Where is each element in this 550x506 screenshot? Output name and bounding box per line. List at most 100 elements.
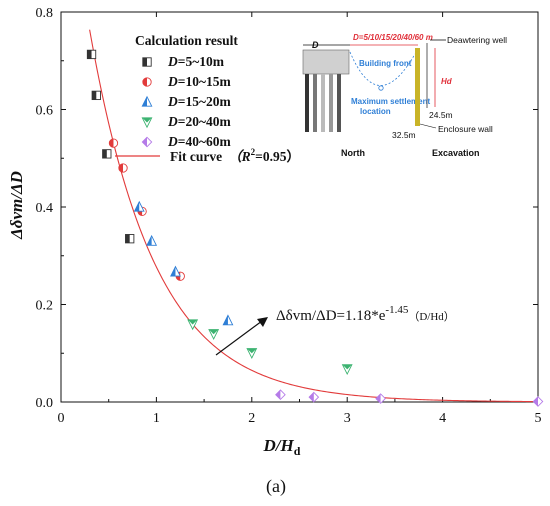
marker-fill — [533, 396, 538, 407]
y-tick-label: 0.6 — [36, 104, 54, 119]
marker-fill — [342, 364, 352, 370]
marker-fill — [142, 57, 147, 67]
legend-title: Calculation result — [135, 33, 238, 48]
inset-pile-5 — [337, 74, 341, 132]
legend-marker — [141, 117, 153, 129]
equation-arrow-head — [257, 317, 268, 327]
legend-fit-label: Fit curve （R2=0.95） — [170, 147, 300, 164]
marker-fill — [142, 96, 147, 107]
inset-distance-label: D=5/10/15/20/40/60 m — [353, 33, 433, 42]
x-tick-labels: 0 1 2 3 4 5 — [58, 411, 542, 426]
data-point — [532, 396, 544, 407]
fit-curve-line — [89, 29, 539, 403]
marker-fill — [142, 117, 152, 123]
inset-pile-1 — [305, 74, 309, 132]
inset-enclosure-wall — [415, 48, 420, 126]
inset-north-label: North — [341, 148, 365, 158]
data-point — [308, 391, 320, 403]
inset-dewatering-label: Deawtering well — [447, 35, 507, 45]
marker-fill — [142, 137, 147, 147]
legend-label: D=40~60m — [167, 134, 231, 149]
legend-marker — [141, 95, 153, 107]
inset-max-settlement-marker — [378, 85, 384, 91]
legend-label: D=15~20m — [167, 94, 231, 109]
legend-marker — [142, 77, 152, 87]
marker-fill — [92, 91, 97, 100]
marker-fill — [223, 315, 228, 325]
marker-fill — [170, 266, 176, 277]
legend-entries: D=5~10m D=10~15m D=15~20m D=20~40m D=40~60m — [141, 54, 231, 149]
inset-settlement-trough — [349, 51, 416, 86]
marker-fill — [275, 389, 281, 400]
y-axis-title: Δδvm/ΔD — [7, 171, 26, 240]
data-point — [375, 393, 386, 404]
x-axis-title: D/Hd — [263, 436, 301, 458]
data-point — [275, 389, 286, 401]
y-tick-label: 0.4 — [36, 201, 54, 216]
x-tick-label: 0 — [58, 411, 65, 426]
data-point — [341, 364, 353, 376]
inset-pile-2 — [313, 74, 317, 132]
inset-hd-label: Hd — [441, 77, 453, 86]
legend-label: D=20~40m — [167, 114, 231, 129]
data-point — [222, 314, 234, 326]
marker-fill — [87, 50, 92, 59]
legend: Calculation result D=5~10m D=10~15m D=15~2… — [115, 33, 300, 164]
x-tick-label: 2 — [248, 411, 255, 426]
inset-max-settlement-label-2: location — [360, 107, 391, 116]
inset-schematic: D D=5/10/15/20/40/60 m Deawtering well B… — [302, 33, 507, 158]
marker-fill — [118, 163, 124, 173]
x-tick-label: 5 — [535, 411, 542, 426]
inset-depth-32-label: 32.5m — [392, 130, 416, 140]
equation-arrow-line — [215, 320, 263, 356]
figure-sublabel: (a) — [266, 476, 286, 497]
data-point — [187, 319, 199, 331]
legend-r2-superscript: 2 — [251, 147, 256, 157]
inset-pile-3 — [321, 74, 325, 132]
data-point — [125, 234, 135, 244]
inset-depth-24-label: 24.5m — [429, 110, 453, 120]
x-tick-label: 3 — [344, 411, 351, 426]
data-point — [108, 138, 119, 148]
x-axis-title-subscript: d — [294, 444, 301, 458]
marker-fill — [146, 235, 152, 246]
data-point — [102, 149, 112, 159]
data-point — [133, 200, 145, 212]
data-point — [86, 49, 97, 60]
inset-enclosure-pointer — [419, 123, 437, 129]
data-point — [170, 265, 181, 277]
marker-fill — [247, 348, 257, 354]
marker-fill — [109, 138, 114, 148]
inset-enclosure-wall-label: Enclosure wall — [438, 124, 493, 134]
y-tick-labels: 0.0 0.2 0.4 0.6 0.8 — [36, 6, 54, 411]
fit-equation-tail: （D/Hd） — [408, 310, 454, 323]
fit-equation: Δδvm/ΔD=1.18*e-1.45（D/Hd） — [276, 304, 455, 324]
marker-fill — [125, 234, 130, 243]
marker-fill — [134, 201, 140, 212]
data-point — [91, 90, 101, 101]
legend-label: D=5~10m — [167, 54, 225, 69]
y-tick-label: 0.0 — [36, 396, 54, 411]
marker-fill — [375, 393, 381, 404]
data-point — [118, 163, 128, 173]
marker-fill — [187, 319, 198, 325]
legend-marker — [141, 136, 153, 148]
x-tick-label: 4 — [439, 411, 446, 426]
marker-fill — [142, 77, 147, 87]
data-point — [208, 329, 220, 340]
axis-ticks — [60, 11, 539, 403]
x-tick-label: 1 — [153, 411, 160, 426]
marker-fill — [309, 392, 314, 402]
marker-fill — [102, 149, 107, 159]
marker-fill — [208, 329, 219, 335]
inset-max-settlement-label: Maximum settlement — [351, 97, 430, 106]
legend-label: D=10~15m — [167, 74, 231, 89]
inset-excavation-label: Excavation — [432, 148, 480, 158]
scatter-points — [86, 49, 544, 407]
data-point — [246, 348, 258, 359]
inset-building-front-label: Building front — [359, 59, 412, 68]
legend-marker — [142, 57, 152, 67]
inset-pile-4 — [329, 74, 333, 132]
fit-equation-exponent: -1.45 — [385, 304, 408, 316]
